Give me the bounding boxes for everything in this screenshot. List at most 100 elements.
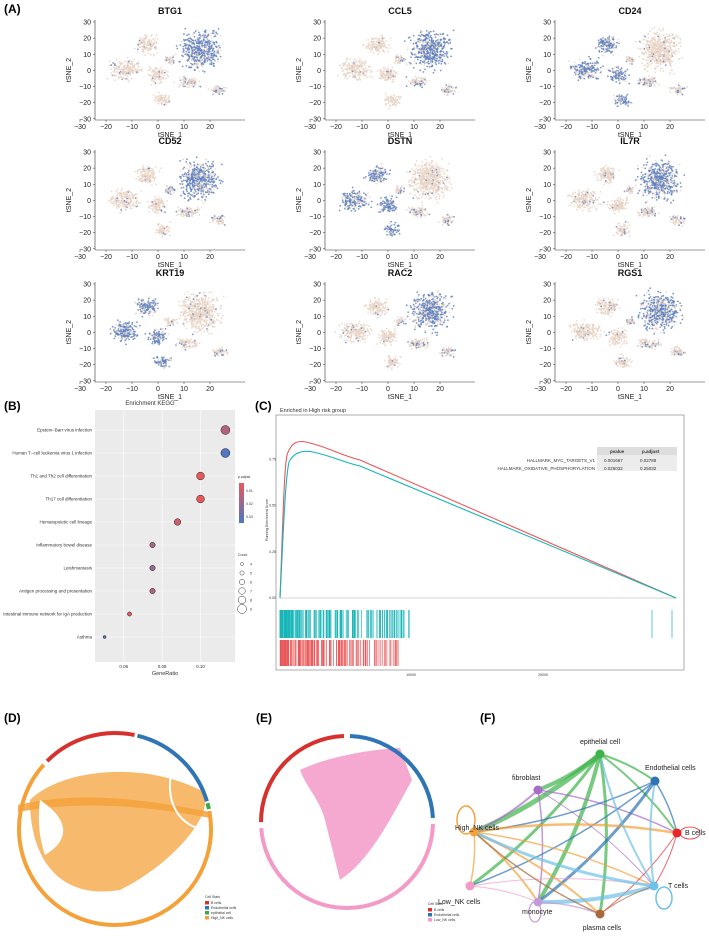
legend-label: B cells [211, 901, 222, 905]
kegg-dot [127, 611, 132, 617]
tsne-x-tick: −30 [304, 386, 316, 393]
legend-label: Endothelial cells [434, 913, 460, 917]
tsne-title: CCL5 [388, 6, 412, 16]
tsne-y-tick: 20 [83, 166, 91, 173]
kegg-title: Enrichment KEGG [125, 401, 175, 407]
tsne-x-tick: −30 [74, 254, 86, 261]
legend-swatch [205, 906, 209, 910]
tsne-y-tick: −20 [539, 362, 551, 369]
gsea-ytick: 0.75 [269, 457, 276, 461]
tsne-y-tick: 30 [313, 282, 321, 289]
tsne-y-tick: −20 [539, 230, 551, 237]
gsea-row-myc-name: HALLMARK_MYC_TARGETS_V1 [527, 458, 596, 463]
kegg-count-label: 5 [250, 572, 252, 576]
gsea-xtick: 20000 [538, 673, 548, 677]
panel-label-c: (C) [255, 399, 272, 413]
network-node-label: T cells [668, 883, 689, 890]
tsne-y-tick: 20 [83, 298, 91, 305]
network-edge [537, 780, 657, 904]
tsne-y-tick: 30 [313, 150, 321, 157]
tsne-y-tick: 0 [547, 330, 551, 337]
tsne-y-tick: 10 [83, 182, 91, 189]
gsea-xtick: 10000 [406, 673, 416, 677]
tsne-y-tick: −10 [79, 346, 91, 353]
tsne-title: RAC2 [388, 268, 413, 278]
tsne-y-tick: 20 [313, 166, 321, 173]
tsne-y-tick: 30 [83, 150, 91, 157]
kegg-term-label: Epstein−Barr virus infection [37, 428, 92, 433]
tsne-x-tick: −20 [100, 124, 112, 131]
tsne-y-tick: 10 [83, 314, 91, 321]
tsne-x-tick: −20 [330, 124, 342, 131]
network-edge [537, 789, 544, 903]
tsne-ylabel: tSNE_2 [296, 188, 303, 212]
tsne-xlabel: tSNE_1 [158, 394, 182, 401]
tsne-y-tick: 10 [543, 52, 551, 59]
tsne-title: CD52 [158, 136, 181, 146]
kegg-padj-colorbar [239, 483, 244, 523]
tsne-y-tick: −10 [79, 214, 91, 221]
tsne-y-tick: −30 [79, 246, 91, 253]
tsne-points [566, 154, 686, 238]
kegg-padj-tick-3: 0.03 [246, 515, 253, 519]
tsne-y-tick: −10 [539, 84, 551, 91]
kegg-term-label: Th17 cell differentiation [46, 497, 93, 502]
kegg-term-label: Antigen processing and presentation [19, 589, 93, 594]
network-edge [469, 885, 539, 903]
tsne-x-tick: −20 [560, 124, 572, 131]
legend-swatch [205, 901, 209, 905]
gsea-ytick: 0.50 [269, 504, 276, 508]
chord-d-gap [38, 800, 64, 855]
chord-d-arc-endothelial [16, 730, 213, 927]
kegg-count-label: 9 [250, 608, 252, 612]
tsne-y-tick: 0 [87, 68, 91, 75]
kegg-count-title: Count [238, 553, 247, 557]
network-edge [599, 753, 655, 887]
tsne-x-tick: 0 [156, 386, 160, 393]
gsea-plot: Enriched in High risk group Running Enri… [265, 408, 685, 677]
tsne-y-tick: −20 [309, 100, 321, 107]
tsne-points [338, 156, 455, 237]
tsne-x-tick: −20 [330, 254, 342, 261]
kegg-padj-title: p.adjust [238, 475, 250, 479]
tsne-y-tick: −30 [539, 246, 551, 253]
chord-e-legend-title: Cell Stats [428, 902, 443, 906]
network-node [595, 749, 605, 759]
tsne-x-tick: −10 [586, 124, 598, 131]
gsea-table-header-pvalue: pvalue [610, 449, 625, 454]
network-node [469, 827, 479, 837]
tsne-y-tick: 10 [313, 314, 321, 321]
gsea-barcode-bg-teal [280, 610, 676, 640]
tsne-y-tick: 0 [87, 330, 91, 337]
gsea-row-myc-pvalue: 0.001667 [604, 458, 623, 463]
legend-label: Low_NK cells [434, 918, 455, 922]
kegg-dotplot: Enrichment KEGG Epstein−Barr virus infec… [3, 401, 253, 677]
gsea-curve-myc [279, 440, 677, 599]
network-self-loop [655, 886, 673, 910]
tsne-y-tick: −30 [309, 378, 321, 385]
tsne-x-tick: 10 [180, 254, 188, 261]
kegg-dot [196, 494, 205, 504]
tsne-x-tick: 0 [156, 254, 160, 261]
tsne-x-tick: −10 [586, 254, 598, 261]
gsea-row-myc-padj: 0.02788 [640, 458, 657, 463]
tsne-y-tick: 30 [543, 20, 551, 27]
tsne-y-tick: −10 [79, 84, 91, 91]
tsne-y-tick: 0 [547, 68, 551, 75]
tsne-x-tick: 10 [640, 386, 648, 393]
tsne-x-tick: 10 [410, 254, 418, 261]
tsne-x-tick: −30 [534, 254, 546, 261]
tsne-xlabel: tSNE_1 [618, 394, 642, 401]
tsne-y-tick: −20 [309, 362, 321, 369]
network-edge [599, 753, 678, 834]
tsne-ylabel: tSNE_2 [66, 320, 73, 344]
tsne-y-tick: 30 [543, 150, 551, 157]
panel-label-f: (F) [480, 711, 495, 725]
tsne-ylabel: tSNE_2 [296, 58, 303, 82]
tsne-xlabel: tSNE_1 [158, 262, 182, 269]
legend-swatch [428, 918, 432, 922]
tsne-xlabel: tSNE_1 [618, 262, 642, 269]
kegg-dot [149, 588, 156, 594]
chord-d-arc-bcells [16, 730, 213, 927]
kegg-xlabel: GeneRatio [152, 671, 178, 677]
